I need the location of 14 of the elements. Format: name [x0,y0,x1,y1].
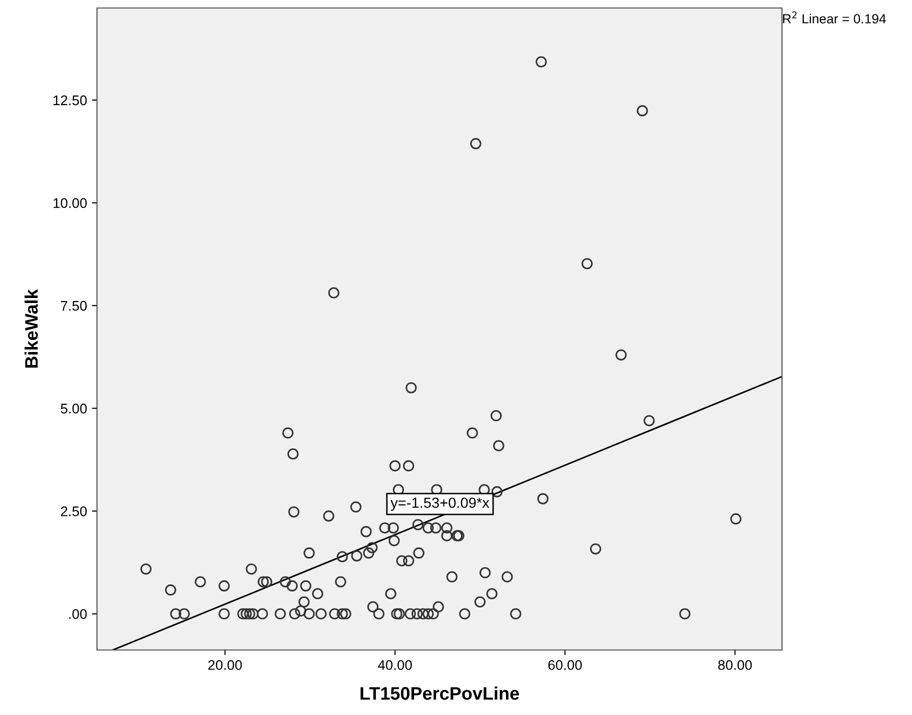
x-tick-label: 80.00 [718,660,752,670]
y-tick-label: .00 [69,609,87,619]
y-tick-label: 2.50 [60,506,87,516]
y-axis-title: BikeWalk [24,289,38,368]
y-tick-label: 5.00 [60,404,87,414]
x-tick-label: 40.00 [378,660,412,670]
annotation: y=-1.53+0.09*x [390,498,490,511]
text: R$^{2}$ Linear = 0.194 [783,11,886,24]
x-axis-title: LT150PercPovLine [360,686,520,700]
x-tick-label: 20.00 [208,660,242,670]
x-tick-label: 60.00 [548,660,582,670]
y-tick-label: 7.50 [60,300,87,311]
y-tick-label: 12.50 [54,95,87,106]
y-tick-label: 10.00 [54,198,87,208]
